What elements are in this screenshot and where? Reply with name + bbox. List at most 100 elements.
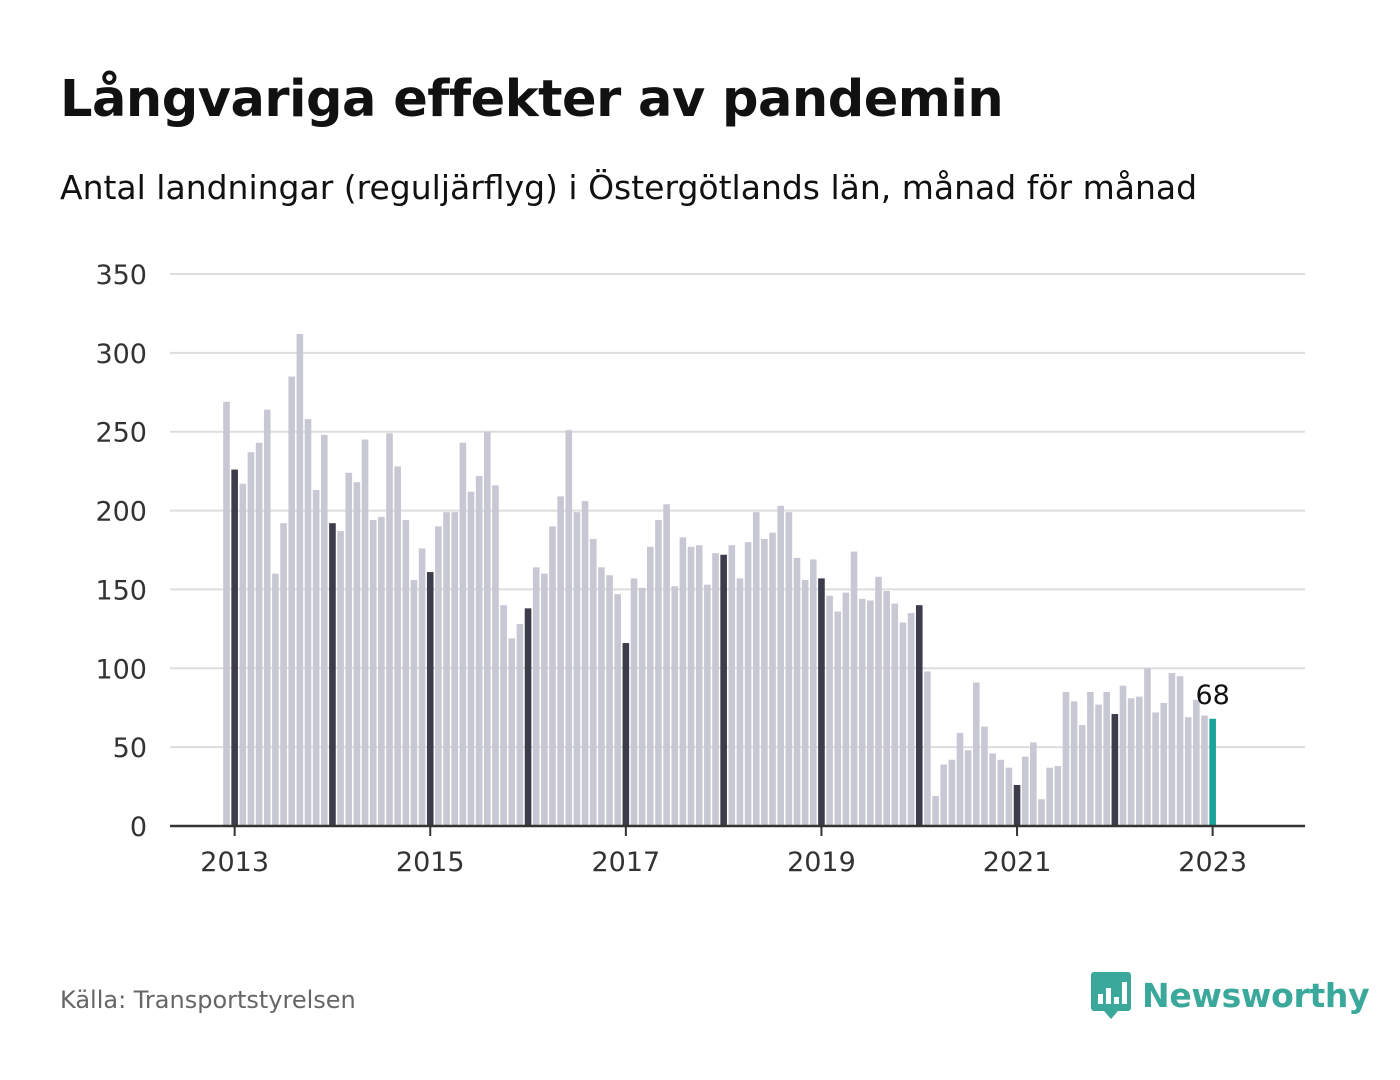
bar xyxy=(850,551,858,826)
bar xyxy=(1087,691,1094,826)
bar xyxy=(964,750,972,826)
bar xyxy=(557,496,564,826)
x-tick-label: 2019 xyxy=(787,847,856,878)
bar xyxy=(524,608,532,826)
bar xyxy=(1209,718,1216,826)
bar xyxy=(1030,742,1037,826)
bar xyxy=(369,520,377,826)
bar xyxy=(1184,717,1192,826)
bar xyxy=(1103,691,1110,826)
bar xyxy=(426,572,434,826)
bar xyxy=(1005,767,1013,826)
bar xyxy=(467,491,475,826)
bar xyxy=(312,490,320,826)
bar xyxy=(263,409,271,826)
bar xyxy=(891,603,899,826)
bar xyxy=(728,545,736,826)
bar xyxy=(720,554,727,826)
bar xyxy=(785,512,793,826)
bar xyxy=(622,643,630,826)
x-axis xyxy=(170,824,1305,836)
bar xyxy=(598,567,605,826)
y-tick-label: 250 xyxy=(95,418,147,449)
annotations: 68 xyxy=(1195,680,1229,711)
chart-title: Långvariga effekter av pandemin xyxy=(60,70,1004,129)
bar xyxy=(361,439,369,826)
bar xyxy=(1013,784,1021,826)
bar xyxy=(695,545,703,826)
bar xyxy=(394,466,401,826)
bar xyxy=(630,578,638,826)
bar xyxy=(1070,701,1078,826)
bar xyxy=(239,483,247,826)
y-tick-label: 200 xyxy=(95,497,147,528)
bar xyxy=(924,671,931,826)
bar xyxy=(1193,699,1200,826)
bar xyxy=(932,796,939,826)
bar xyxy=(255,442,263,826)
bar xyxy=(858,598,866,826)
bar xyxy=(948,759,956,826)
bar xyxy=(818,578,825,826)
bar xyxy=(435,526,442,826)
bar xyxy=(459,442,467,826)
bar xyxy=(247,452,255,826)
bar xyxy=(500,605,507,826)
y-tick-label: 350 xyxy=(95,260,147,291)
bar xyxy=(687,546,695,826)
bar xyxy=(883,591,890,826)
bar xyxy=(606,575,613,826)
bar xyxy=(402,520,410,826)
bar xyxy=(1176,676,1184,826)
bar xyxy=(378,516,385,826)
bar xyxy=(1152,712,1159,826)
brand-name: Newsworthy xyxy=(1142,975,1370,1015)
bar xyxy=(508,638,516,826)
bar xyxy=(1054,766,1062,826)
bar xyxy=(940,764,947,826)
bar xyxy=(549,526,556,826)
bar xyxy=(867,600,874,826)
bar xyxy=(1111,714,1119,826)
x-tick-label: 2013 xyxy=(200,847,269,878)
brand-logo[interactable]: Newsworthy xyxy=(1090,970,1370,1020)
bar xyxy=(1078,725,1086,826)
bar xyxy=(915,605,923,826)
bar xyxy=(736,578,744,826)
bar xyxy=(288,376,295,826)
y-tick-label: 300 xyxy=(95,339,147,370)
bar xyxy=(679,537,687,826)
bar xyxy=(1046,767,1053,826)
bar xyxy=(1095,704,1102,826)
bar xyxy=(981,726,988,826)
bar xyxy=(614,594,621,826)
bar xyxy=(704,584,711,826)
bar xyxy=(516,624,524,826)
bar xyxy=(541,573,548,826)
bar xyxy=(410,579,418,826)
bar xyxy=(956,732,964,826)
bar xyxy=(475,475,483,826)
x-tick-label: 2023 xyxy=(1178,847,1247,878)
bar xyxy=(1201,715,1208,826)
bar xyxy=(989,753,996,826)
y-tick-label: 150 xyxy=(95,575,147,606)
bar xyxy=(647,546,654,826)
bar xyxy=(810,559,817,826)
bar xyxy=(1062,691,1070,826)
x-tick-label: 2021 xyxy=(983,847,1052,878)
bar xyxy=(337,531,344,826)
bar xyxy=(329,523,336,826)
bar xyxy=(1038,799,1045,826)
bar xyxy=(272,573,279,826)
bar xyxy=(231,469,238,826)
bar xyxy=(671,586,679,826)
bar xyxy=(655,520,662,826)
x-tick-label: 2015 xyxy=(396,847,465,878)
bar xyxy=(296,333,304,826)
x-axis-labels: 2013 2015 2017 2019 2021 2023 xyxy=(200,847,1247,878)
bar xyxy=(223,401,230,826)
bar xyxy=(875,576,882,826)
bar xyxy=(712,553,719,826)
bar xyxy=(834,611,842,826)
